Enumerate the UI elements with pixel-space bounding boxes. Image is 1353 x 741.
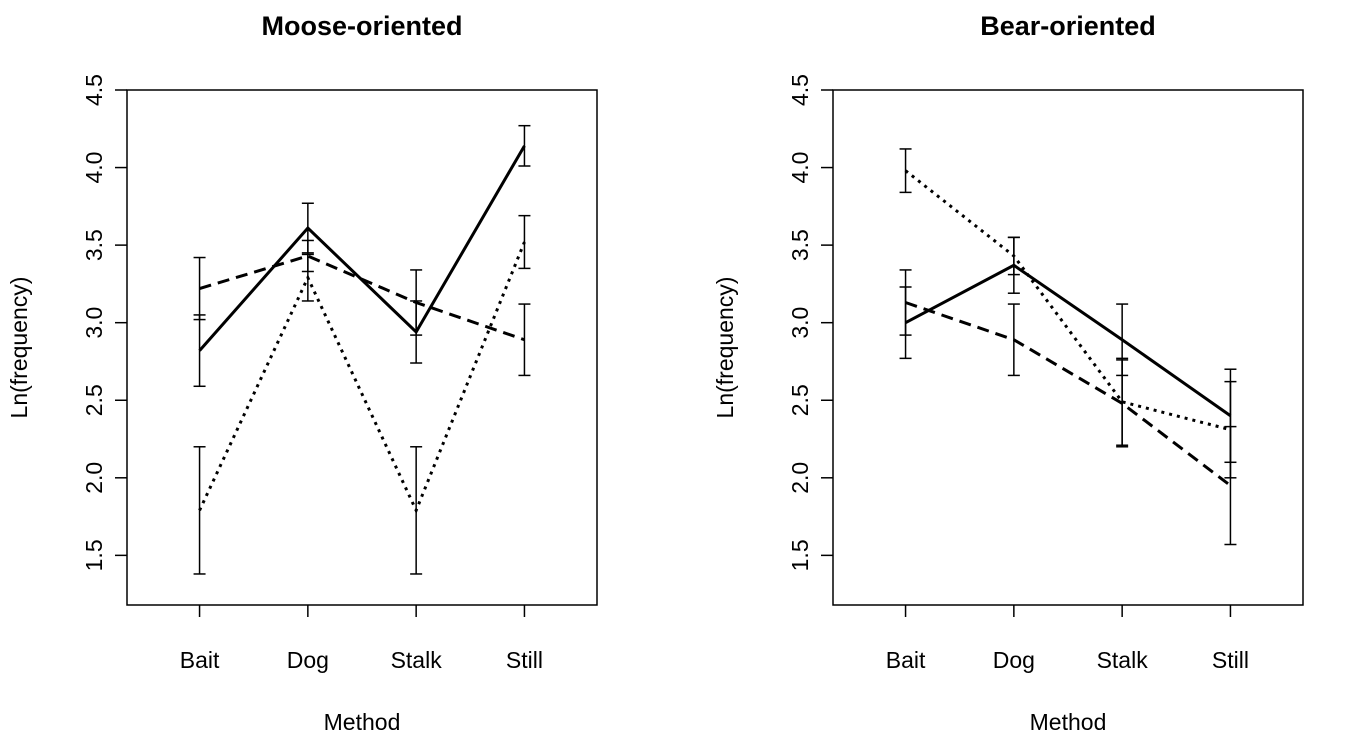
chart-title: Bear-oriented [980,11,1156,41]
error-bar [1116,357,1129,446]
y-tick-label: 3.0 [81,307,107,339]
series-line [199,254,525,342]
x-tick-label: Still [1212,647,1249,673]
x-tick-label: Dog [993,647,1035,673]
y-tick-label: 1.5 [787,539,813,571]
x-axis-label: Method [1030,709,1107,735]
series-line [198,241,526,515]
y-tick-label: 4.0 [787,152,813,184]
y-tick-label: 3.5 [81,229,107,261]
series-line [904,263,1232,417]
y-tick-label: 3.0 [787,307,813,339]
x-tick-label: Still [506,647,543,673]
y-tick-label: 2.5 [81,384,107,416]
y-tick-label: 2.0 [81,462,107,494]
y-tick-label: 3.5 [787,229,813,261]
chart-title: Moose-oriented [261,11,462,41]
x-tick-label: Stalk [1097,647,1149,673]
series-line [198,145,526,352]
y-tick-label: 4.5 [81,74,107,106]
y-tick-label: 2.5 [787,384,813,416]
y-axis-label: Ln(frequency) [6,277,32,419]
error-bar [1224,380,1237,479]
x-tick-label: Dog [287,647,329,673]
y-tick-label: 4.5 [787,74,813,106]
y-tick-label: 2.0 [787,462,813,494]
y-tick-label: 4.0 [81,152,107,184]
series-line [905,301,1232,487]
plot-frame [832,89,1304,606]
series-line [904,169,1231,432]
x-tick-label: Bait [886,647,926,673]
x-axis-label: Method [324,709,401,735]
y-tick-label: 1.5 [81,539,107,571]
plot-frame [126,89,598,606]
y-axis-label: Ln(frequency) [712,277,738,419]
x-tick-label: Bait [180,647,220,673]
x-tick-label: Stalk [391,647,443,673]
